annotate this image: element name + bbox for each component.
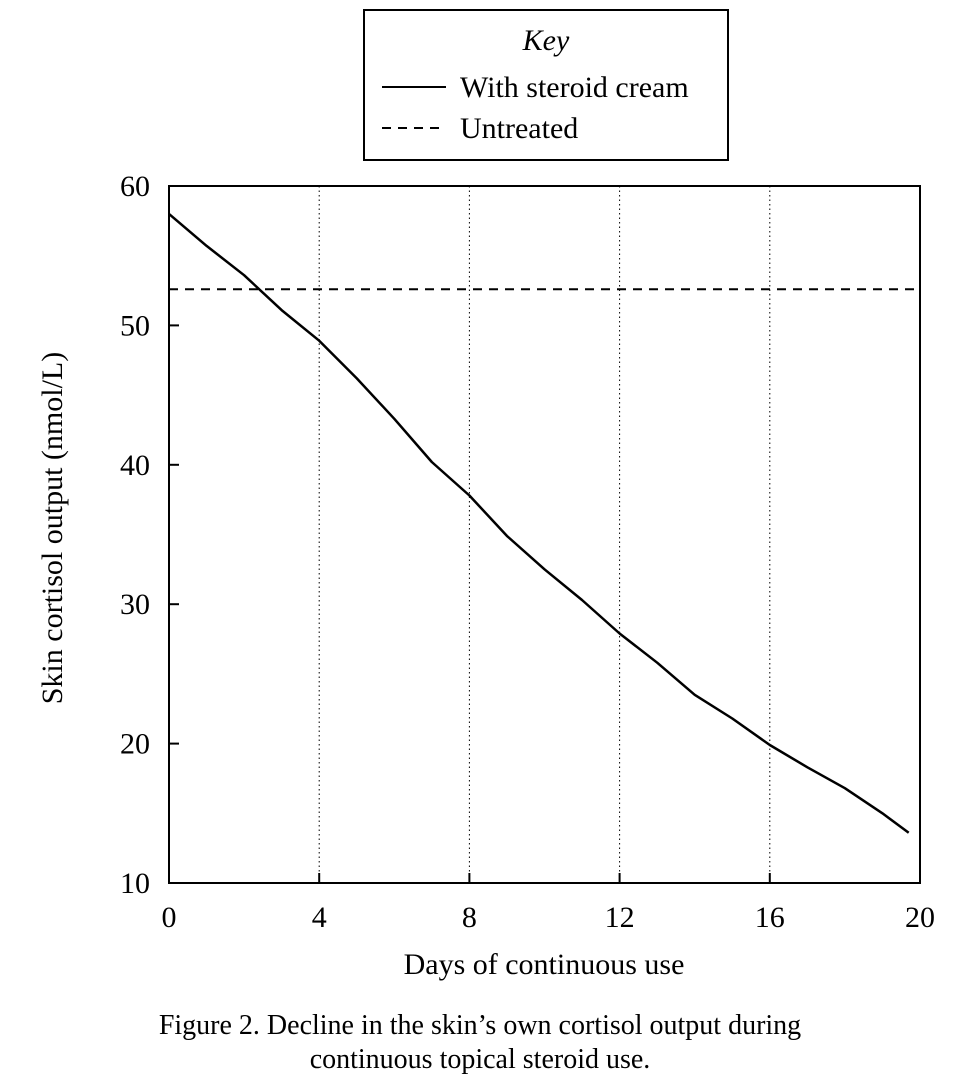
- x-tick-label-4: 4: [312, 901, 327, 934]
- figure-caption-line-1: Figure 2. Decline in the skin’s own cort…: [158, 1010, 802, 1041]
- x-tick-label-0: 0: [162, 901, 177, 934]
- y-tick-label-20: 20: [120, 728, 150, 761]
- y-tick-label-50: 50: [120, 309, 150, 342]
- y-axis: 10 20 30 40 50 60: [120, 170, 179, 900]
- gridlines: [318, 186, 771, 883]
- y-tick-label-60: 60: [120, 170, 150, 203]
- x-tick-label-8: 8: [462, 901, 477, 934]
- series-lines: [168, 212, 920, 834]
- y-tick-label-30: 30: [120, 588, 150, 621]
- x-tick-label-20: 20: [905, 901, 935, 934]
- x-tick-label-12: 12: [605, 901, 635, 934]
- x-axis-label: Days of continuous use: [404, 948, 685, 981]
- legend: Key With steroid cream Untreated: [363, 9, 729, 161]
- legend-title: Key: [522, 24, 570, 57]
- y-axis-label: Skin cortisol output (nmol/L): [36, 352, 69, 705]
- legend-box: [363, 9, 729, 161]
- x-tick-label-16: 16: [755, 901, 785, 934]
- plot-frame: [168, 185, 921, 884]
- x-axis: 0 4 8 12 16 20: [162, 873, 935, 934]
- legend-entry-untreated: Untreated: [460, 112, 578, 145]
- y-tick-label-40: 40: [120, 449, 150, 482]
- figure-caption-line-2: continuous topical steroid use.: [309, 1044, 651, 1075]
- y-tick-label-10: 10: [120, 867, 150, 900]
- legend-entry-steroid: With steroid cream: [460, 71, 689, 104]
- series-line-steroid-cream: [168, 212, 910, 834]
